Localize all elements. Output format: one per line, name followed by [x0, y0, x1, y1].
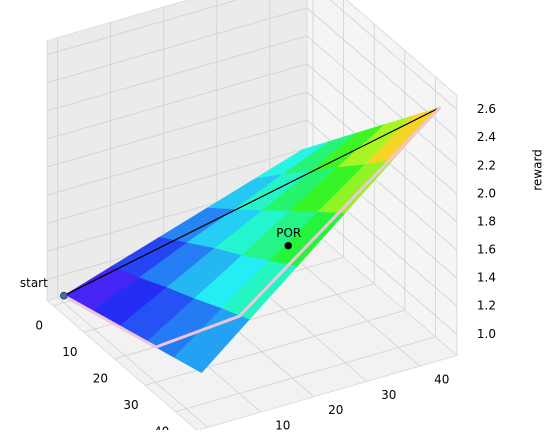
grid-line	[57, 297, 208, 428]
grid-line	[46, 0, 238, 56]
y-tick-label: 40	[434, 373, 449, 387]
back-panel	[306, 0, 458, 357]
grid-line	[46, 91, 308, 168]
z-tick-label: 2.2	[477, 158, 496, 172]
z-tick-label: 1.2	[477, 299, 496, 313]
x-tick-label: 30	[123, 398, 138, 412]
z-tick-label: 1.4	[477, 271, 496, 285]
path-line	[63, 106, 442, 349]
z-tick-label: 1.8	[477, 214, 496, 228]
grid-line	[46, 147, 308, 224]
z-tick-label: 1.6	[477, 243, 496, 257]
y-tick-label: 30	[381, 388, 396, 402]
z-axis-label: reward	[531, 149, 545, 191]
grid-line	[46, 35, 308, 112]
z-tick-label: 1.0	[477, 327, 496, 341]
z-tick-label: 2.6	[477, 102, 496, 116]
point	[60, 291, 68, 300]
grid-line	[175, 336, 436, 413]
grid-line	[144, 309, 405, 386]
point-label: POR	[276, 226, 301, 240]
surface-cell	[173, 308, 250, 374]
point-label: start	[20, 276, 48, 290]
x-tick-label: 10	[62, 345, 77, 359]
x-tick-label: 0	[35, 318, 43, 332]
grid-line	[46, 119, 308, 196]
x-tick-label: 40	[154, 424, 169, 430]
grid-line	[46, 63, 308, 140]
grid-line	[329, 0, 458, 110]
point	[284, 241, 293, 250]
grid-line	[46, 7, 308, 84]
path-line	[63, 106, 441, 297]
x-tick-label: 20	[93, 371, 108, 385]
grid-line	[306, 35, 458, 167]
z-tick-label: 2.0	[477, 186, 496, 200]
y-tick-label: 10	[275, 418, 290, 430]
y-tick-label: 20	[328, 403, 343, 417]
z-tick-label: 2.4	[477, 130, 496, 144]
